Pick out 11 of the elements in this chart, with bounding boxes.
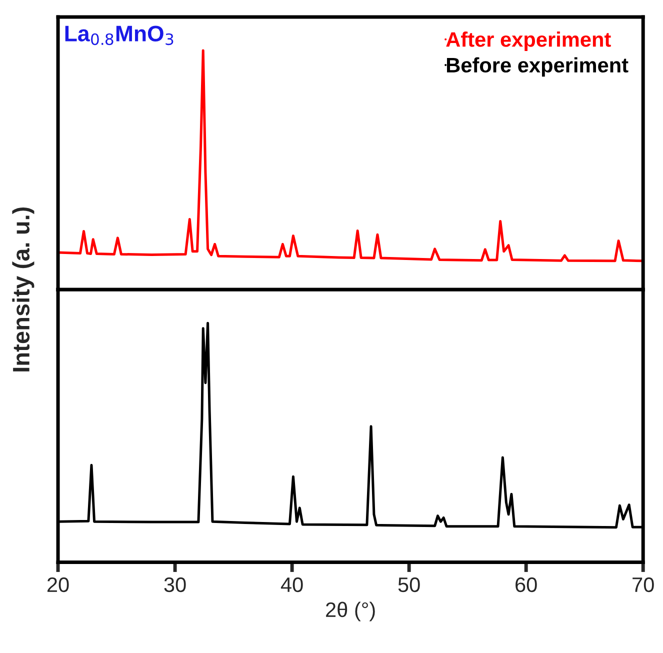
legend-label: Before experiment [446, 57, 628, 77]
x-tick-label: 70 [632, 577, 654, 592]
y-axis-title: Intensity (a. u.) [12, 207, 34, 372]
x-tick-label: 30 [164, 577, 186, 592]
legend-label: After experiment [446, 32, 611, 51]
x-tick-label: 60 [516, 577, 537, 592]
text: La$_{0.8}$MnO$_{3}$ [65, 26, 174, 46]
x-axis-title: 2θ (°) [326, 602, 375, 622]
x-tick-label: 50 [398, 577, 420, 592]
x-tick-label: 40 [280, 577, 303, 592]
x-tick-label: 20 [47, 577, 69, 592]
